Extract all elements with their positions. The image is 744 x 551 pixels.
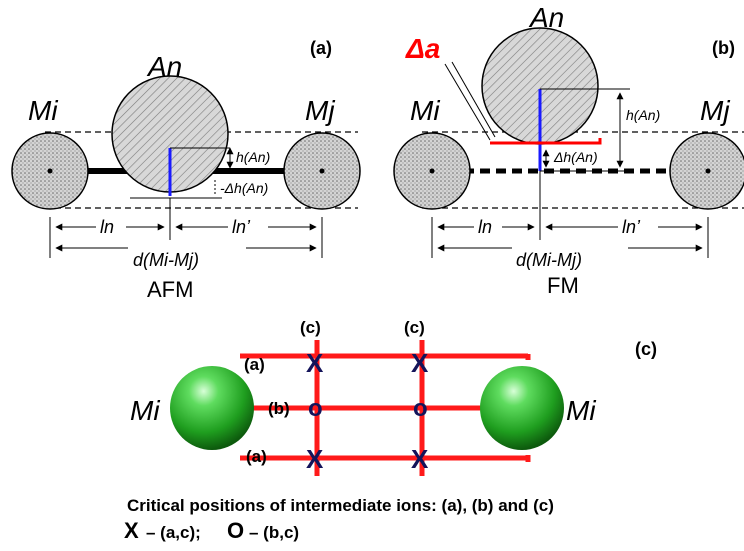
- panel-c-col-label-1: (c): [300, 318, 321, 337]
- panel-a-h-label: h(An): [236, 149, 270, 165]
- panel-b-delta-a-line: [490, 138, 602, 145]
- panel-a-order: AFM: [147, 277, 193, 302]
- caption: Critical positions of intermediate ions:…: [127, 496, 554, 515]
- panel-c-sphere-right: [480, 366, 564, 450]
- panel-b-h-label: h(An): [626, 107, 660, 123]
- marker-x-top-1: X: [306, 348, 324, 378]
- legend-o-symbol: O: [227, 518, 244, 543]
- panel-b: (b) An Δa Mi Mj h(An) Δh(An) ln ln’ d(Mi…: [393, 2, 744, 298]
- panel-c: (c) (c) (c) Mi Mi (a) (b) (a) X X o o X …: [124, 318, 657, 543]
- panel-b-mj-label: Mj: [700, 95, 730, 126]
- panel-c-row-mid-label: (b): [268, 399, 290, 418]
- panel-a: (a) An Mi Mj h(An) -Δh(An) ln ln’ d(Mi-M…: [11, 38, 361, 302]
- panel-c-row-bot-label: (a): [246, 447, 267, 466]
- panel-b-tag: (b): [712, 38, 735, 58]
- panel-b-d-label: d(Mi-Mj): [516, 250, 582, 270]
- panel-c-sphere-left: [170, 366, 254, 450]
- marker-o-mid-1: o: [308, 395, 323, 422]
- panel-a-dh-label: -Δh(An): [220, 180, 268, 196]
- panel-c-row-top-label: (a): [244, 355, 265, 374]
- marker-x-bot-2: X: [411, 444, 429, 474]
- panel-a-mi-label: Mi: [28, 95, 58, 126]
- panel-b-order: FM: [547, 273, 579, 298]
- panel-a-d-label: d(Mi-Mj): [133, 250, 199, 270]
- panel-a-mj-label: Mj: [305, 95, 335, 126]
- legend-x-text: – (a,c);: [146, 523, 201, 542]
- marker-x-top-2: X: [411, 348, 429, 378]
- panel-a-tag: (a): [310, 38, 332, 58]
- panel-b-delta-a-label: Δa: [405, 33, 440, 64]
- legend-x-symbol: X: [124, 518, 139, 543]
- marker-x-bot-1: X: [306, 444, 324, 474]
- panel-c-col-label-2: (c): [404, 318, 425, 337]
- panel-b-lnp-label: ln’: [622, 217, 641, 237]
- panel-a-ln-label: ln: [100, 217, 114, 237]
- panel-a-lnp-label: ln’: [232, 217, 251, 237]
- marker-o-mid-2: o: [413, 395, 428, 422]
- panel-b-ln-label: ln: [478, 217, 492, 237]
- panel-c-left-ion-label: Mi: [130, 395, 160, 426]
- legend-o-text: – (b,c): [249, 523, 299, 542]
- panel-b-mi-label: Mi: [410, 95, 440, 126]
- panel-c-tag: (c): [635, 339, 657, 359]
- panel-c-right-ion-label: Mi: [566, 395, 596, 426]
- panel-b-an-label: An: [528, 2, 564, 33]
- panel-b-dh-label: Δh(An): [553, 149, 598, 165]
- panel-a-an-label: An: [146, 51, 182, 82]
